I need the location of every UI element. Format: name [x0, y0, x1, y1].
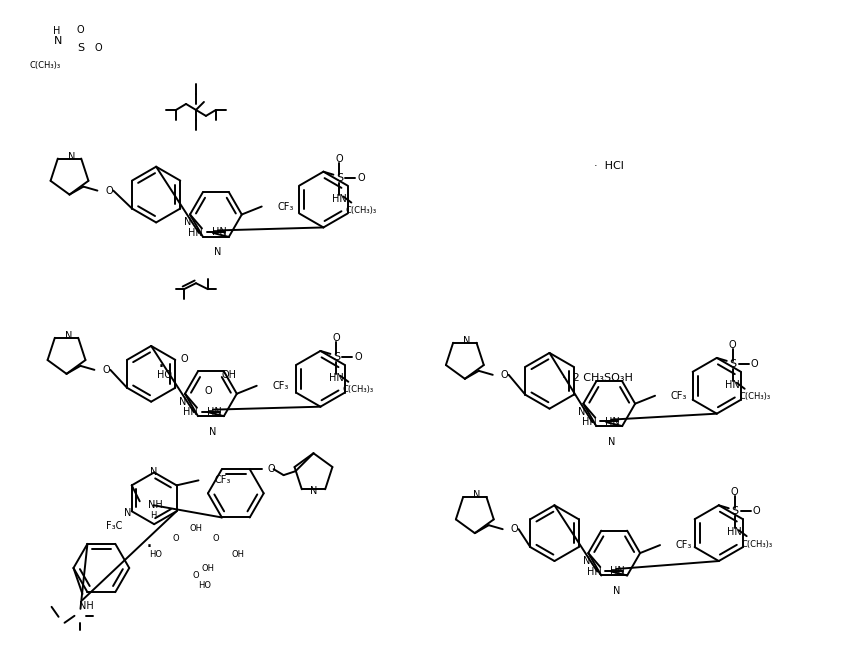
Text: N: N: [124, 508, 131, 518]
Text: H: H: [150, 511, 156, 520]
Text: N: N: [613, 586, 620, 596]
Text: N: N: [473, 490, 481, 500]
Text: S: S: [333, 352, 340, 362]
Text: HN: HN: [212, 227, 226, 238]
Text: HN: HN: [610, 566, 625, 576]
Text: N: N: [214, 247, 222, 258]
Text: O: O: [729, 340, 736, 350]
Text: HN: HN: [586, 566, 602, 576]
Text: C(CH₃)₃: C(CH₃)₃: [345, 206, 377, 215]
Text: O: O: [213, 534, 219, 542]
Text: CF₃: CF₃: [214, 475, 231, 485]
Text: O: O: [336, 154, 343, 164]
Text: OH: OH: [222, 370, 237, 380]
Text: N: N: [151, 467, 158, 477]
Text: HO: HO: [198, 582, 211, 590]
Text: N: N: [209, 426, 217, 437]
Text: N: N: [68, 152, 75, 162]
Text: O: O: [333, 333, 340, 343]
Text: ·  2 CH₃SO₃H: · 2 CH₃SO₃H: [562, 373, 632, 383]
Text: O: O: [105, 186, 113, 196]
Text: C(CH₃)₃: C(CH₃)₃: [741, 540, 772, 548]
Text: ·: ·: [146, 537, 153, 557]
Text: OH: OH: [232, 550, 245, 558]
Text: N: N: [184, 218, 192, 228]
Text: O: O: [204, 386, 212, 396]
Text: HN: HN: [189, 228, 203, 238]
Text: HO: HO: [157, 370, 172, 380]
Text: H: H: [53, 27, 60, 37]
Text: N: N: [583, 556, 590, 566]
Text: OH: OH: [189, 524, 202, 533]
Text: ·: ·: [158, 357, 165, 377]
Text: HN: HN: [183, 407, 198, 417]
Text: HN: HN: [605, 416, 620, 427]
Text: CF₃: CF₃: [278, 202, 294, 212]
Text: NH: NH: [147, 500, 163, 510]
Text: O: O: [731, 487, 739, 497]
Text: HN: HN: [582, 417, 596, 427]
Text: O: O: [102, 365, 110, 375]
Text: N: N: [179, 396, 187, 407]
Text: O: O: [751, 359, 758, 369]
Text: F₃C: F₃C: [106, 521, 123, 531]
Text: O: O: [94, 43, 102, 53]
Text: HO: HO: [149, 550, 162, 558]
Text: N: N: [608, 436, 615, 446]
Text: HN: HN: [725, 380, 740, 390]
Text: S: S: [729, 359, 736, 369]
Text: ·  HCl: · HCl: [594, 161, 624, 171]
Text: O: O: [76, 25, 84, 35]
Text: O: O: [173, 534, 179, 542]
Text: C(CH₃)₃: C(CH₃)₃: [343, 385, 374, 394]
Text: CF₃: CF₃: [676, 540, 692, 550]
Text: O: O: [357, 173, 365, 183]
Text: O: O: [180, 354, 188, 364]
Text: NH: NH: [79, 601, 93, 611]
Text: OH: OH: [201, 564, 214, 572]
Text: CF₃: CF₃: [671, 390, 687, 401]
Text: O: O: [267, 464, 275, 474]
Text: HN: HN: [207, 406, 222, 417]
Text: O: O: [355, 352, 363, 362]
Text: C(CH₃)₃: C(CH₃)₃: [739, 392, 770, 401]
Text: N: N: [463, 336, 470, 346]
Text: HN: HN: [329, 373, 344, 383]
Text: O: O: [511, 524, 518, 534]
Text: O: O: [500, 370, 508, 380]
Text: S: S: [731, 506, 738, 516]
Text: N: N: [54, 37, 63, 46]
Text: S: S: [336, 173, 343, 183]
Text: CF₃: CF₃: [273, 380, 289, 391]
Text: S: S: [77, 43, 84, 53]
Text: N: N: [578, 406, 585, 417]
Text: C(CH₃)₃: C(CH₃)₃: [29, 60, 60, 70]
Text: N: N: [309, 486, 317, 496]
Text: N: N: [65, 331, 72, 341]
Text: O: O: [193, 572, 200, 580]
Text: O: O: [752, 506, 760, 516]
Text: HN: HN: [332, 194, 347, 204]
Text: HN: HN: [728, 527, 742, 537]
